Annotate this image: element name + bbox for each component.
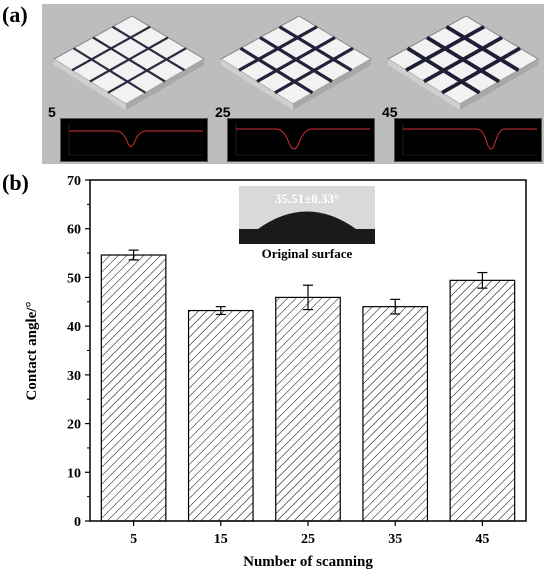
panel-a-microscopy: 5 25 [42, 4, 544, 164]
grid-surface-image [220, 15, 372, 110]
scan-label: 5 [48, 104, 56, 120]
y-tick-label: 70 [67, 174, 81, 189]
x-tick-label: 15 [214, 532, 228, 547]
error-bar-45 [477, 271, 488, 289]
panel-b-label: (b) [2, 170, 29, 195]
y-tick-label: 30 [67, 369, 81, 384]
micro-tile-2: 25 [209, 4, 376, 164]
y-tick-label: 10 [67, 466, 81, 481]
grid-surface-image [387, 15, 539, 110]
bar-5 [100, 254, 167, 522]
axis-layer: 5 15 25 35 45 0 10 20 30 40 50 60 70 [67, 174, 489, 547]
error-bar-25 [303, 284, 313, 311]
height-profile-plot [394, 118, 542, 162]
y-tick-label: 60 [67, 223, 81, 238]
inset-angle-text: 35.51±0.33° [275, 191, 339, 206]
y-axis-title: Contact angle/° [24, 302, 40, 401]
inset-droplet-image: 35.51±0.33° [239, 186, 375, 244]
panel-a-label: (a) [2, 2, 28, 27]
scan-label: 45 [382, 104, 398, 120]
height-profile-plot [227, 118, 375, 162]
x-axis-title: Number of scanning [243, 554, 373, 570]
height-profile-plot [60, 118, 208, 162]
x-tick-label: 25 [301, 532, 315, 547]
bar-25 [275, 296, 341, 522]
x-tick-label: 45 [475, 532, 489, 547]
error-bar-15 [215, 306, 226, 316]
y-tick-label: 20 [67, 418, 81, 433]
bar-35 [362, 306, 429, 522]
micro-tile-1: 5 [42, 4, 209, 164]
y-tick-label: 40 [67, 320, 81, 335]
y-tick-label: 0 [74, 515, 81, 530]
micro-tile-3: 45 [376, 4, 543, 164]
bars-layer [100, 249, 516, 522]
error-bar-5 [128, 249, 139, 261]
scan-label: 25 [215, 104, 231, 120]
x-tick-label: 5 [130, 532, 137, 547]
error-bar-35 [390, 298, 401, 315]
bar-15 [187, 309, 254, 522]
bar-45 [449, 279, 516, 522]
grid-surface-image [53, 15, 205, 110]
y-tick-label: 50 [67, 271, 81, 286]
x-tick-label: 35 [388, 532, 402, 547]
inset-caption: Original surface [262, 246, 353, 261]
